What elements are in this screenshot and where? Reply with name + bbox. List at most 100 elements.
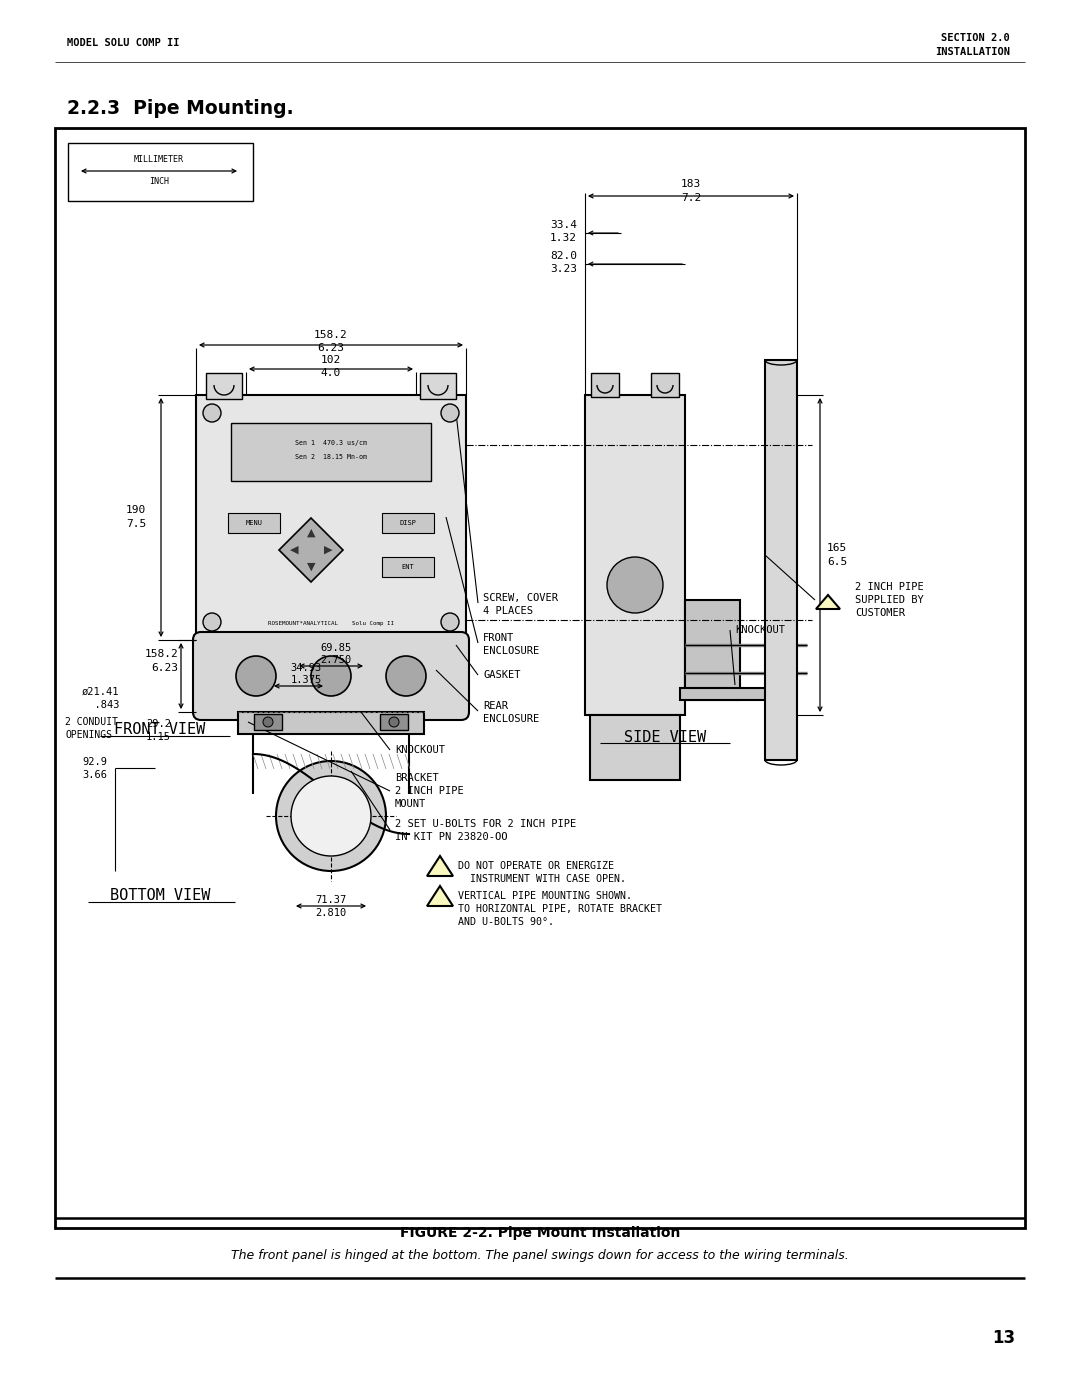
Text: SIDE VIEW: SIDE VIEW — [624, 729, 706, 745]
Bar — [420, 373, 456, 400]
Text: 71.37: 71.37 — [315, 895, 347, 905]
Text: SCREW, COVER: SCREW, COVER — [483, 592, 558, 604]
Text: FRONT VIEW: FRONT VIEW — [114, 722, 205, 738]
Text: 6.23: 6.23 — [151, 664, 178, 673]
Text: ENCLOSURE: ENCLOSURE — [483, 645, 539, 657]
Text: 34.93: 34.93 — [291, 664, 322, 673]
Text: ø21.41: ø21.41 — [82, 687, 120, 697]
Text: MILLIMETER: MILLIMETER — [134, 155, 184, 163]
Bar — [651, 373, 679, 397]
Circle shape — [441, 613, 459, 631]
Circle shape — [237, 657, 276, 696]
Polygon shape — [427, 856, 453, 876]
Text: REAR: REAR — [483, 701, 508, 711]
Text: MOUNT: MOUNT — [395, 799, 427, 809]
Bar — [591, 373, 619, 397]
Text: 3.66: 3.66 — [82, 770, 107, 780]
FancyBboxPatch shape — [193, 631, 469, 719]
Text: 29.2: 29.2 — [146, 719, 171, 729]
Circle shape — [291, 775, 372, 856]
Circle shape — [389, 717, 399, 726]
Text: The front panel is hinged at the bottom. The panel swings down for access to the: The front panel is hinged at the bottom.… — [231, 1249, 849, 1263]
Polygon shape — [427, 886, 453, 907]
Text: FRONT: FRONT — [483, 633, 514, 643]
Bar — [765, 360, 797, 760]
Text: INCH: INCH — [149, 177, 168, 187]
Text: BOTTOM VIEW: BOTTOM VIEW — [110, 888, 211, 904]
Bar — [380, 714, 408, 731]
Circle shape — [386, 657, 426, 696]
Text: 2.810: 2.810 — [315, 908, 347, 918]
Text: ROSEMOUNT*ANALYTICAL    Solu Comp II: ROSEMOUNT*ANALYTICAL Solu Comp II — [268, 622, 394, 626]
Text: 2.750: 2.750 — [321, 655, 352, 665]
Text: 82.0: 82.0 — [550, 251, 577, 261]
Text: 2.2.3  Pipe Mounting.: 2.2.3 Pipe Mounting. — [67, 99, 294, 117]
Text: 6.23: 6.23 — [318, 344, 345, 353]
Text: 102: 102 — [321, 355, 341, 365]
Bar — [228, 513, 280, 534]
Bar — [382, 557, 434, 577]
Text: 69.85: 69.85 — [321, 643, 352, 652]
Text: 1.375: 1.375 — [291, 675, 322, 685]
Text: DO NOT OPERATE OR ENERGIZE: DO NOT OPERATE OR ENERGIZE — [458, 861, 615, 870]
Text: TO HORIZONTAL PIPE, ROTATE BRACKET: TO HORIZONTAL PIPE, ROTATE BRACKET — [458, 904, 662, 914]
Text: AND U-BOLTS 90°.: AND U-BOLTS 90°. — [458, 916, 554, 928]
Bar — [254, 714, 282, 731]
Text: KNOCKOUT: KNOCKOUT — [735, 624, 785, 636]
Text: 190: 190 — [125, 504, 146, 515]
Text: .843: .843 — [82, 700, 120, 710]
Text: VERTICAL PIPE MOUNTING SHOWN.: VERTICAL PIPE MOUNTING SHOWN. — [458, 891, 632, 901]
Text: CUSTOMER: CUSTOMER — [855, 608, 905, 617]
Text: ENCLOSURE: ENCLOSURE — [483, 714, 539, 724]
Text: Sen 1  470.3 us/cm: Sen 1 470.3 us/cm — [295, 440, 367, 446]
Text: SUPPLIED BY: SUPPLIED BY — [855, 595, 923, 605]
Text: 4 PLACES: 4 PLACES — [483, 606, 534, 616]
Text: ▲: ▲ — [307, 528, 315, 538]
Text: 2 CONDUIT: 2 CONDUIT — [65, 717, 118, 726]
Text: ▶: ▶ — [324, 545, 333, 555]
Bar — [68, 142, 253, 201]
Bar — [382, 513, 434, 534]
Text: 158.2: 158.2 — [314, 330, 348, 339]
Polygon shape — [816, 595, 840, 609]
Text: KNOCKOUT: KNOCKOUT — [395, 745, 445, 754]
Text: BRACKET: BRACKET — [395, 773, 438, 782]
Bar — [238, 712, 424, 733]
Text: 1: 1 — [437, 894, 443, 904]
Text: GASKET: GASKET — [483, 671, 521, 680]
Text: Sen 2  18.15 Mn-om: Sen 2 18.15 Mn-om — [295, 454, 367, 460]
Bar — [680, 687, 785, 700]
Text: OPENINGS: OPENINGS — [65, 731, 112, 740]
Bar — [585, 395, 685, 715]
Text: 2 SET U-BOLTS FOR 2 INCH PIPE: 2 SET U-BOLTS FOR 2 INCH PIPE — [395, 819, 577, 828]
Circle shape — [203, 613, 221, 631]
Text: 183: 183 — [680, 179, 701, 189]
Text: 7.2: 7.2 — [680, 193, 701, 203]
Bar — [590, 715, 680, 780]
Circle shape — [441, 404, 459, 422]
Text: 3.23: 3.23 — [550, 264, 577, 274]
Bar — [206, 373, 242, 400]
Text: 165: 165 — [827, 543, 847, 553]
Text: 92.9: 92.9 — [82, 757, 107, 767]
Bar — [685, 599, 740, 700]
Text: 2 INCH PIPE: 2 INCH PIPE — [395, 787, 463, 796]
Text: !: ! — [438, 865, 442, 873]
Text: 1.32: 1.32 — [550, 233, 577, 243]
Text: DISP: DISP — [400, 520, 417, 527]
Text: MENU: MENU — [245, 520, 262, 527]
Circle shape — [276, 761, 386, 870]
Circle shape — [203, 404, 221, 422]
Text: ▼: ▼ — [307, 562, 315, 571]
Text: 6.5: 6.5 — [827, 557, 847, 567]
Text: 33.4: 33.4 — [550, 219, 577, 231]
Text: FIGURE 2-2. Pipe Mount Installation: FIGURE 2-2. Pipe Mount Installation — [400, 1227, 680, 1241]
Text: 1.15: 1.15 — [146, 732, 171, 742]
Text: ◀: ◀ — [289, 545, 298, 555]
Bar — [231, 423, 431, 481]
Text: 2 INCH PIPE: 2 INCH PIPE — [855, 583, 923, 592]
Circle shape — [264, 717, 273, 726]
Text: 158.2: 158.2 — [145, 650, 178, 659]
Circle shape — [607, 557, 663, 613]
Text: INSTRUMENT WITH CASE OPEN.: INSTRUMENT WITH CASE OPEN. — [458, 875, 626, 884]
